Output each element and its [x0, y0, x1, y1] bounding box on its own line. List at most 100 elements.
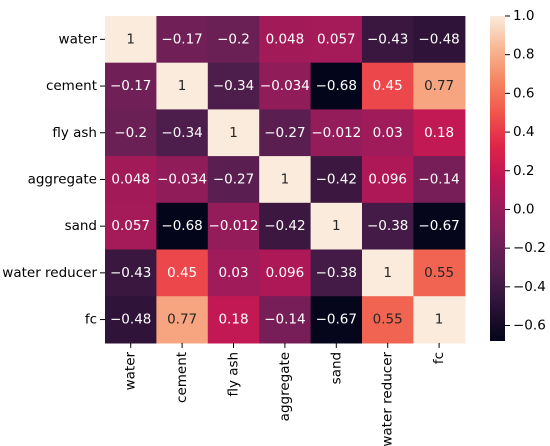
colorbar [490, 16, 505, 341]
x-tick-label-cement: cement [174, 352, 190, 403]
cell-value-label: −0.48 [418, 31, 459, 47]
colorbar-tick-label: 0.2 [513, 163, 534, 179]
cell-value-label: 1 [281, 171, 290, 187]
cell-value-label: −0.42 [316, 171, 357, 187]
heatmap-cell-fly-ash-fc [413, 109, 466, 157]
colorbar-tick-label: 0.0 [513, 201, 534, 217]
x-tick-label-fly-ash: fly ash [226, 352, 242, 397]
heatmap-cell-fly-ash-water-reducer [362, 109, 414, 157]
colorbar-tick-label: 0.6 [513, 85, 534, 101]
cell-value-label: 1 [126, 31, 135, 47]
heatmap-cell-fly-ash-aggregate [259, 109, 312, 157]
heatmap-cell-water-reducer-fc [413, 249, 466, 297]
cell-value-label: −0.17 [161, 31, 202, 47]
cell-value-label: −0.27 [264, 125, 305, 141]
colorbar-tick-label: 1.0 [513, 8, 534, 24]
heatmap-cell-cement-cement [156, 62, 209, 110]
heatmap-cell-sand-fly-ash [207, 202, 260, 251]
x-tick-label-water-reducer: water reducer [380, 351, 396, 446]
colorbar-gradient [490, 16, 505, 341]
heatmap-cell-cement-water-reducer [362, 62, 414, 110]
y-tick-label-fly-ash: fly ash [52, 125, 97, 141]
cell-value-label: −0.012 [311, 125, 361, 141]
heatmap-cell-water-cement [156, 16, 209, 64]
heatmap-cell-sand-fc [413, 202, 466, 251]
heatmap-cell-aggregate-cement [156, 156, 209, 204]
heatmap-cell-cement-water [105, 62, 157, 110]
heatmap-cell-fc-water-reducer [362, 296, 414, 344]
cell-value-label: −0.38 [316, 265, 357, 281]
y-tick-label-water: water [59, 31, 98, 47]
y-tick-label-sand: sand [65, 218, 97, 234]
cell-value-label: −0.14 [264, 312, 305, 328]
cell-value-label: 1 [229, 125, 238, 141]
heatmap-cell-sand-water [105, 202, 157, 251]
colorbar-tick-labels: 1.0 0.8 0.6 0.4 0.2 0.0 −0.2 −0.4 −0.6 [505, 8, 546, 334]
cell-value-label: −0.34 [213, 78, 254, 94]
heatmap-cell-water-aggregate [259, 16, 312, 64]
heatmap-cell-water-reducer-water [105, 249, 157, 297]
cell-value-label: −0.27 [213, 171, 254, 187]
heatmap-cell-aggregate-fc [413, 156, 466, 204]
heatmap-cell-aggregate-fly-ash [207, 156, 260, 204]
heatmap-cell-fly-ash-water [105, 109, 157, 157]
cell-value-label: −0.48 [110, 312, 151, 328]
heatmap-cell-cement-aggregate [259, 62, 312, 110]
heatmap-cell-aggregate-water-reducer [362, 156, 414, 204]
heatmap-cell-fly-ash-fly-ash [207, 109, 260, 157]
heatmap-cell-fly-ash-sand [310, 109, 363, 157]
heatmap-cell-water-fly-ash [207, 16, 260, 64]
cell-value-label: −0.012 [209, 218, 259, 234]
cell-value-label: 0.55 [424, 265, 454, 281]
y-axis-tick-labels: water cement fly ash aggregate sand water red… [2, 31, 105, 328]
cell-value-label: −0.68 [161, 218, 202, 234]
cell-value-label: −0.42 [264, 218, 305, 234]
cell-value-label: −0.67 [316, 312, 357, 328]
heatmap-cell-water-reducer-sand [310, 249, 363, 297]
cell-value-label: 0.048 [266, 31, 305, 47]
cell-value-label: −0.14 [418, 171, 459, 187]
cell-value-label: −0.17 [110, 78, 151, 94]
heatmap-cell-water-fc [413, 16, 466, 64]
heatmap-cell-cement-sand [310, 62, 363, 110]
cell-value-label: 0.45 [373, 78, 403, 94]
heatmap-cell-fc-cement [156, 296, 209, 344]
heatmap-cell-cement-fly-ash [207, 62, 260, 110]
cell-value-label: 0.03 [218, 265, 248, 281]
heatmap-cell-sand-sand [310, 202, 363, 251]
cell-value-label: 0.45 [167, 265, 197, 281]
y-tick-label-aggregate: aggregate [28, 171, 97, 187]
colorbar-tick-label: 0.8 [513, 47, 534, 63]
heatmap-cell-water-reducer-aggregate [259, 249, 312, 297]
heatmap-cell-aggregate-aggregate [259, 156, 312, 204]
cell-value-label: 0.048 [111, 171, 150, 187]
x-tick-label-fc: fc [431, 352, 447, 364]
cell-value-label: −0.43 [367, 31, 408, 47]
cell-value-label: 0.096 [266, 265, 305, 281]
cell-value-label: −0.43 [110, 265, 151, 281]
cell-value-label: 0.03 [373, 125, 403, 141]
heatmap-cell-fc-sand [310, 296, 363, 344]
heatmap-cell-fly-ash-cement [156, 109, 209, 157]
cell-value-label: −0.34 [161, 125, 202, 141]
x-tick-label-sand: sand [328, 352, 344, 384]
cell-value-label: 1 [435, 312, 444, 328]
heatmap-cell-aggregate-sand [310, 156, 363, 204]
colorbar-tick-label: 0.4 [513, 124, 534, 140]
heatmap-cell-fc-water [105, 296, 157, 344]
y-tick-label-fc: fc [85, 312, 97, 328]
cell-value-label: −0.2 [114, 125, 147, 141]
heatmap-cell-water-sand [310, 16, 363, 64]
heatmap-cell-water-reducer-fly-ash [207, 249, 260, 297]
cell-value-label: 0.057 [111, 218, 150, 234]
heatmap-cell-fc-fc [413, 296, 466, 344]
heatmap-cells [105, 16, 466, 344]
y-tick-label-water-reducer: water reducer [2, 265, 97, 281]
heatmap-cell-cement-fc [413, 62, 466, 110]
cell-value-label: −0.68 [316, 78, 357, 94]
heatmap-cell-aggregate-water [105, 156, 157, 204]
x-axis-tick-labels: water cement fly ash aggregate sand water red… [123, 342, 447, 446]
cell-value-label: 0.77 [167, 312, 197, 328]
cell-value-label: −0.034 [157, 171, 207, 187]
cell-value-label: 1 [178, 78, 187, 94]
